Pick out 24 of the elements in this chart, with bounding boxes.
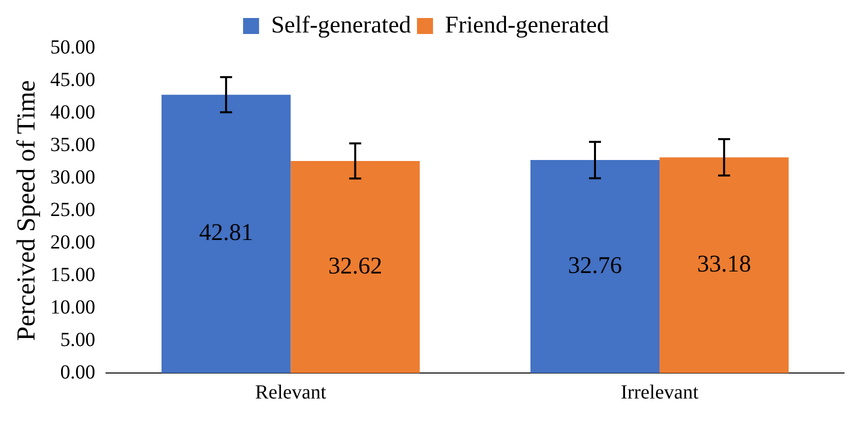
- y-tick-label: 30.00: [50, 166, 96, 188]
- x-tick-label: Irrelevant: [620, 381, 699, 404]
- legend-label: Friend-generated: [445, 12, 609, 38]
- data-label: 33.18: [697, 251, 752, 278]
- y-tick-label: 0.00: [60, 361, 96, 384]
- data-label: 32.76: [568, 252, 622, 279]
- bar: [660, 157, 789, 373]
- y-tick-label: 50.00: [50, 36, 96, 58]
- y-tick-label: 15.00: [50, 264, 96, 286]
- data-label: 42.81: [199, 220, 254, 246]
- bar: [162, 94, 291, 373]
- y-tick-label: 45.00: [50, 68, 96, 91]
- x-tick-label: Relevant: [255, 381, 327, 404]
- y-tick-label: 25.00: [50, 198, 96, 221]
- y-tick-label: 20.00: [50, 231, 96, 254]
- y-tick-label: 40.00: [50, 101, 96, 124]
- y-tick-label: 35.00: [50, 134, 96, 156]
- data-label: 32.62: [328, 253, 382, 280]
- bar: [290, 160, 420, 373]
- y-tick-label: 10.00: [50, 296, 96, 318]
- y-axis-title: Perceived Speed of Time: [11, 80, 40, 341]
- y-tick-label: 5.00: [60, 328, 96, 351]
- bar: [530, 160, 660, 373]
- legend-label: Self-generated: [271, 12, 411, 38]
